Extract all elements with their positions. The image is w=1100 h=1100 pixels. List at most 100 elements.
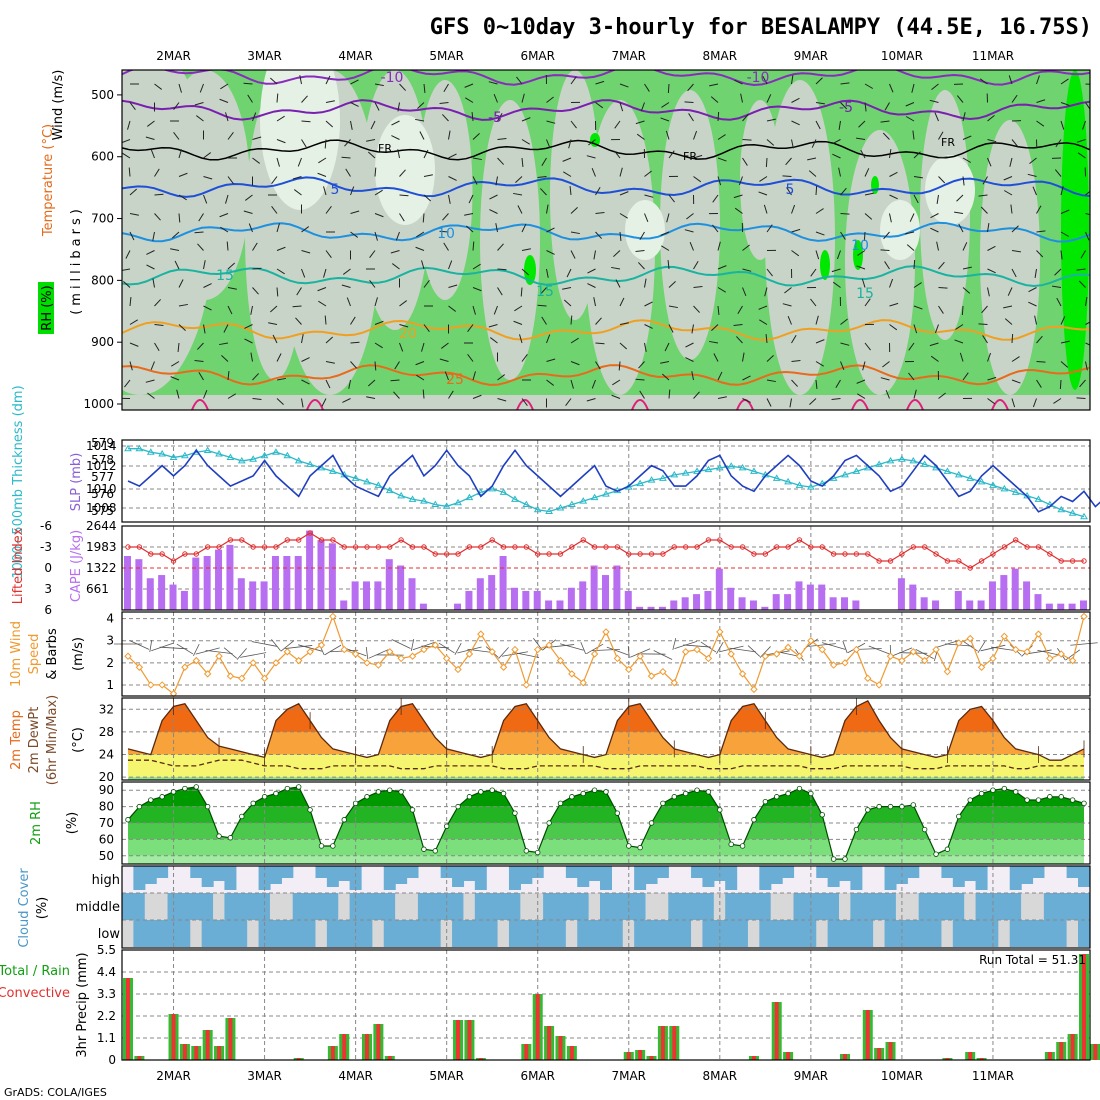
wind-barb — [490, 337, 498, 344]
wind-barb — [227, 132, 234, 140]
rh2-point — [990, 787, 996, 793]
wind-barb — [791, 120, 800, 126]
wind-barb — [810, 268, 817, 277]
rh2-point — [591, 787, 598, 793]
wind-barb — [497, 113, 503, 122]
cape-bar — [192, 557, 200, 610]
wind-barb — [399, 300, 407, 307]
bottom-date-label: 4MAR — [338, 1069, 373, 1083]
thickness-point — [465, 493, 474, 501]
wind10-label-2: Speed — [27, 634, 42, 675]
wind-barb — [938, 305, 944, 314]
wind10-barb — [716, 641, 724, 655]
precip-convective-bar — [478, 1058, 483, 1060]
precip-convective-bar — [672, 1026, 677, 1060]
wind-barb — [343, 268, 351, 275]
wind-barb — [595, 317, 602, 325]
cloud-cell — [508, 866, 521, 890]
wind-barb — [448, 153, 457, 159]
rh2-point — [193, 784, 199, 790]
cloud-cell — [520, 920, 533, 947]
lifted-index-point — [842, 551, 848, 557]
wind-barb — [178, 83, 182, 93]
wind-barb — [691, 371, 694, 381]
wind-barb — [913, 151, 921, 159]
wind-barb — [515, 176, 523, 184]
cloud-cell — [565, 866, 578, 878]
wind10-barb — [240, 652, 267, 658]
slp-thickness-lines — [124, 444, 1100, 520]
cloud-cell — [474, 920, 487, 947]
wind-barb — [178, 213, 181, 223]
wind10-point — [818, 645, 826, 654]
rh2-point — [785, 790, 791, 797]
wind-barb — [811, 139, 817, 148]
wind-barb — [444, 371, 449, 381]
wind-barb — [929, 342, 939, 347]
thickness-point — [681, 469, 690, 476]
lifted-index-point — [512, 544, 518, 550]
cape-bar — [499, 555, 507, 610]
rh2-point — [865, 807, 871, 813]
lifted-index-point — [523, 544, 530, 550]
wind-barb — [987, 398, 996, 405]
wind-barb — [472, 241, 475, 251]
lifted-index-point — [990, 551, 996, 557]
cape-bar — [795, 581, 803, 610]
cape-bar — [340, 600, 348, 610]
wind-barb — [860, 149, 866, 159]
rh2-point — [819, 812, 825, 818]
thickness-point — [272, 448, 280, 455]
cape-bar — [533, 590, 541, 610]
lifted-index-point — [409, 544, 416, 550]
cloud-cell — [588, 920, 601, 947]
wind-barb — [325, 336, 334, 344]
wind-barb — [467, 324, 474, 332]
wind-barb — [717, 241, 721, 251]
wind-barb — [880, 120, 890, 123]
wind-barb — [570, 315, 573, 325]
cape-bar — [180, 590, 188, 610]
wind-barb — [987, 287, 990, 297]
cape-bar — [488, 575, 496, 610]
cloud-cell — [1009, 893, 1022, 920]
wind-barb — [905, 116, 915, 122]
thickness-point — [454, 498, 462, 506]
wind-barb — [497, 243, 504, 251]
wind-barb — [959, 352, 964, 362]
wind-barb — [271, 206, 278, 214]
wind-barb — [1056, 297, 1062, 307]
cloud-cell — [349, 866, 362, 890]
cloud-cell — [861, 893, 874, 920]
wind10-barb — [977, 640, 986, 654]
wind10-point — [704, 654, 713, 663]
rh2-point — [762, 798, 769, 805]
wind-barb — [835, 379, 841, 388]
cloud-cell — [804, 920, 817, 947]
wind-barb — [882, 132, 890, 140]
thickness-point — [533, 505, 542, 513]
rh2-point — [421, 846, 427, 852]
cape-bar — [590, 565, 598, 610]
wind-barb — [325, 75, 331, 85]
wind-barb — [123, 280, 131, 288]
cloud-cell — [235, 920, 248, 947]
wind-barb — [276, 353, 282, 362]
wind-barb — [667, 259, 670, 270]
wind-barb — [145, 136, 155, 140]
wind-barb — [150, 149, 155, 159]
wind10-point — [932, 645, 940, 654]
cloud-cell — [1021, 866, 1034, 884]
cloud-cell — [816, 893, 829, 920]
wind-barb — [521, 354, 528, 362]
wind10-barb — [324, 644, 342, 656]
lifted-index-tick-label: 3 — [44, 582, 52, 596]
wind-barb — [248, 223, 253, 233]
wind-barb — [173, 132, 180, 140]
wind-barb — [570, 337, 579, 344]
cloud-cell — [292, 920, 305, 947]
cape-bar — [510, 587, 518, 610]
wind-barb — [129, 102, 136, 110]
